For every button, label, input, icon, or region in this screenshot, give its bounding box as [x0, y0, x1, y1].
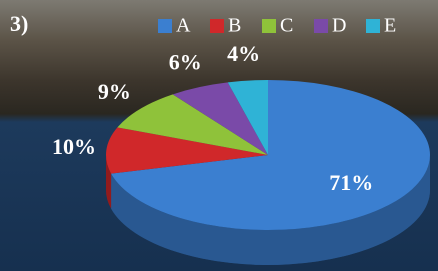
- legend-swatch: [210, 19, 224, 33]
- data-label: 6%: [169, 50, 202, 75]
- data-label: 71%: [329, 170, 373, 195]
- legend-label: D: [332, 15, 346, 37]
- legend-label: E: [384, 15, 396, 37]
- legend-swatch: [366, 19, 380, 33]
- legend-label: B: [228, 15, 241, 37]
- legend-swatch: [314, 19, 328, 33]
- legend-label: C: [280, 15, 293, 37]
- chart-title: 3): [10, 11, 28, 36]
- data-label: 9%: [98, 79, 131, 104]
- legend-label: A: [176, 15, 191, 37]
- legend-swatch: [262, 19, 276, 33]
- legend-swatch: [158, 19, 172, 33]
- chart: 3) 71% 10% 9% 6% 4% A B C D E: [0, 0, 438, 271]
- data-label: 4%: [227, 41, 260, 66]
- data-label: 10%: [52, 134, 96, 159]
